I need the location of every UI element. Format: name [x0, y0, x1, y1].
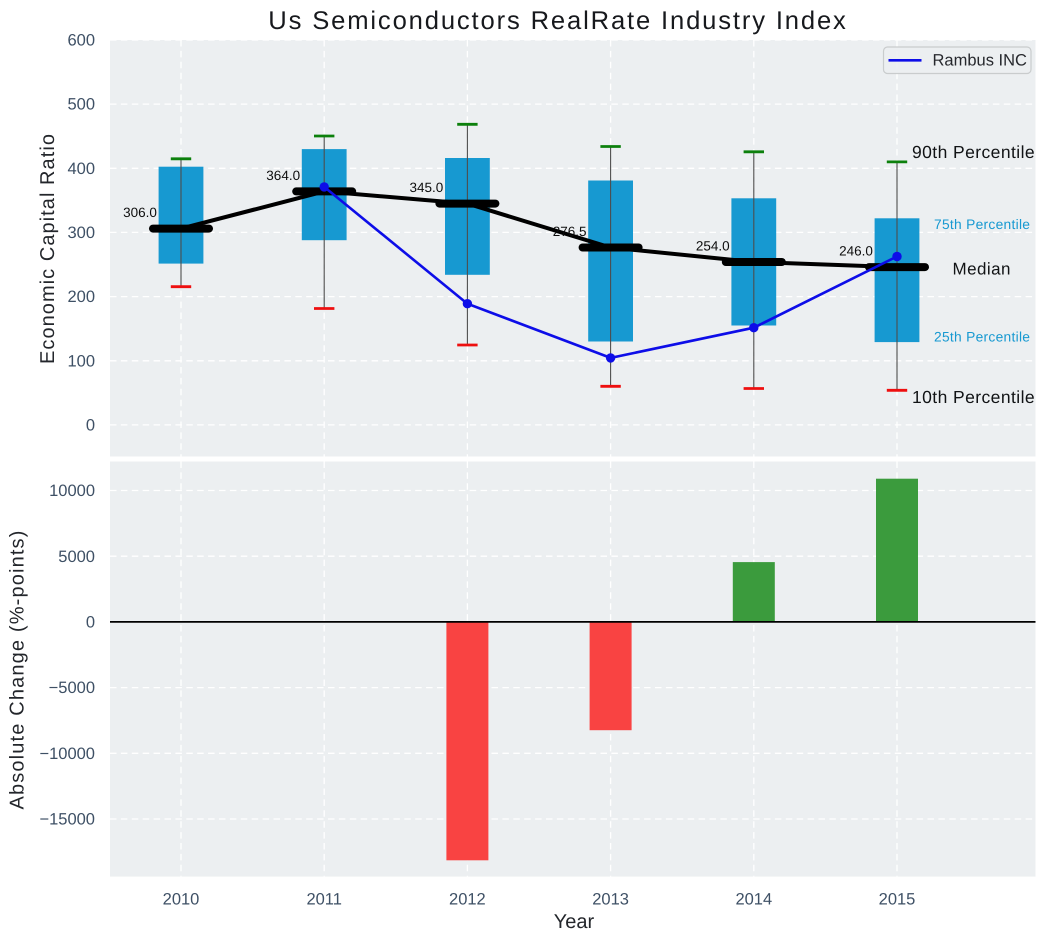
svg-text:300: 300	[67, 224, 95, 242]
svg-text:Economic Capital Ratio: Economic Capital Ratio	[37, 133, 59, 364]
svg-text:10000: 10000	[49, 482, 95, 500]
svg-text:254.0: 254.0	[696, 238, 730, 253]
svg-text:2010: 2010	[163, 891, 200, 909]
svg-text:2011: 2011	[306, 891, 341, 909]
svg-text:600: 600	[67, 32, 95, 50]
svg-text:75th Percentile: 75th Percentile	[934, 217, 1030, 232]
svg-text:90th Percentile: 90th Percentile	[912, 142, 1035, 162]
svg-text:364.0: 364.0	[266, 168, 300, 183]
svg-text:100: 100	[67, 352, 95, 370]
svg-text:200: 200	[67, 288, 95, 306]
svg-text:345.0: 345.0	[410, 180, 444, 195]
svg-text:2014: 2014	[735, 891, 772, 909]
svg-text:−10000: −10000	[39, 745, 95, 763]
svg-text:Us Semiconductors RealRate Ind: Us Semiconductors RealRate Industry Inde…	[268, 7, 847, 35]
svg-text:500: 500	[67, 96, 95, 114]
svg-text:0: 0	[86, 614, 95, 632]
svg-text:2013: 2013	[592, 891, 629, 909]
svg-text:−15000: −15000	[39, 811, 95, 829]
svg-text:276.5: 276.5	[553, 224, 587, 239]
svg-text:306.0: 306.0	[123, 205, 157, 220]
svg-text:400: 400	[67, 160, 95, 178]
svg-text:2015: 2015	[879, 891, 916, 909]
svg-text:Year: Year	[554, 911, 595, 933]
svg-text:10th Percentile: 10th Percentile	[912, 387, 1035, 407]
svg-text:Median: Median	[953, 259, 1011, 278]
svg-text:5000: 5000	[58, 548, 95, 566]
svg-text:2012: 2012	[449, 891, 486, 909]
svg-text:Rambus INC: Rambus INC	[933, 52, 1028, 70]
svg-text:25th Percentile: 25th Percentile	[934, 329, 1030, 344]
svg-text:Absolute Change (%-points): Absolute Change (%-points)	[7, 529, 29, 809]
svg-text:246.0: 246.0	[839, 244, 873, 259]
svg-text:−5000: −5000	[49, 679, 95, 697]
svg-text:0: 0	[86, 417, 95, 435]
